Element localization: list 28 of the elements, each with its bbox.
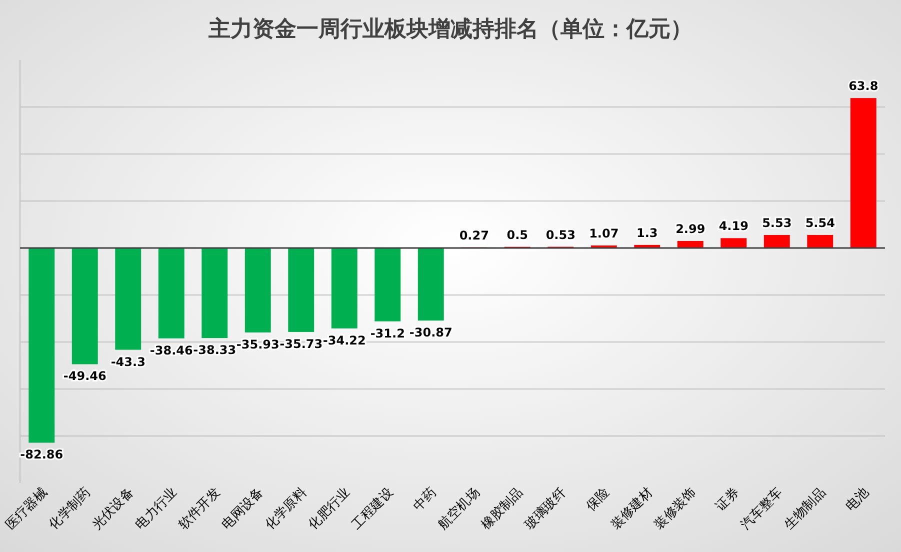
data-label: -35.93 [236, 337, 280, 352]
x-tick-label: 装修装饰 [652, 485, 700, 533]
data-label: -30.87 [409, 326, 452, 340]
x-tick-label: 工程建设 [349, 485, 396, 533]
data-label: -82.86 [20, 448, 64, 462]
data-label: -38.46 [150, 343, 193, 358]
data-label: 5.53 [762, 216, 792, 230]
data-label: -34.22 [322, 333, 366, 348]
data-label: 0.5 [506, 228, 528, 242]
data-label: 1.07 [589, 226, 619, 240]
data-label: -35.73 [280, 336, 323, 351]
data-label: -49.46 [63, 369, 106, 384]
data-label: 0.27 [459, 228, 489, 242]
x-tick-label: 保险 [584, 485, 613, 514]
x-tick-label: 中药 [410, 485, 440, 514]
data-label: 4.19 [718, 219, 748, 234]
x-tick-label: 玻璃玻纤 [522, 485, 570, 533]
chart-title: 主力资金一周行业板块增减持排名（单位：亿元） [208, 16, 692, 42]
data-label: 5.54 [805, 216, 835, 230]
data-label: 1.3 [636, 226, 658, 240]
data-label: 0.53 [546, 228, 576, 242]
data-label: 63.8 [848, 79, 878, 94]
data-label: -43.3 [110, 354, 146, 369]
x-tick-label: 医疗器械 [3, 485, 50, 533]
data-label: 2.99 [676, 222, 706, 236]
data-label: -38.33 [193, 343, 236, 358]
x-tick-label: 电池 [843, 485, 872, 514]
data-label: -31.2 [370, 326, 405, 340]
